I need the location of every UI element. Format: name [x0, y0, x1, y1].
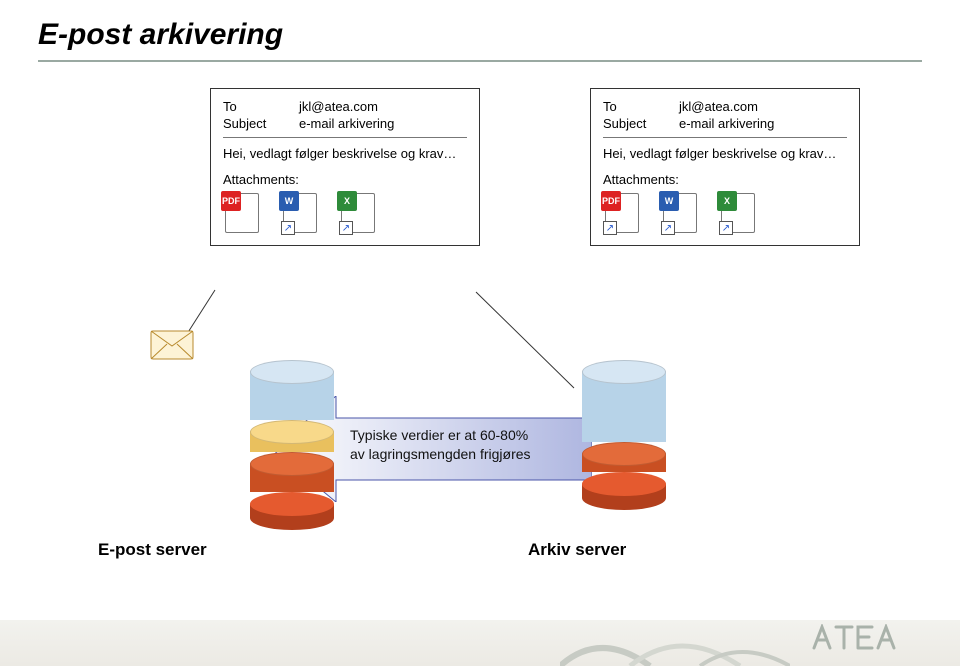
- server-cylinder-left: [250, 360, 334, 530]
- email-subject-label: Subject: [223, 116, 281, 131]
- email-to-label: To: [603, 99, 661, 114]
- attachments-label: Attachments:: [223, 172, 467, 187]
- email-to-value: jkl@atea.com: [679, 99, 758, 114]
- server-label-left: E-post server: [98, 540, 207, 560]
- word-icon: W↗: [281, 193, 321, 235]
- email-subject-value: e-mail arkivering: [299, 116, 394, 131]
- email-divider: [223, 137, 467, 138]
- pdf-icon: PDF: [223, 193, 263, 235]
- attachment-icons: PDF W↗ X↗: [223, 193, 467, 235]
- email-subject-value: e-mail arkivering: [679, 116, 774, 131]
- pdf-icon: PDF↗: [603, 193, 643, 235]
- server-label-right: Arkiv server: [528, 540, 626, 560]
- footer-decoration: [560, 620, 790, 666]
- email-subject-label: Subject: [603, 116, 661, 131]
- email-box-right: To jkl@atea.com Subject e-mail arkiverin…: [590, 88, 860, 246]
- logo: [812, 624, 922, 656]
- excel-icon: X↗: [339, 193, 379, 235]
- email-body: Hei, vedlagt følger beskrivelse og krav…: [603, 146, 847, 162]
- server-cylinder-right: [582, 360, 666, 510]
- email-to-label: To: [223, 99, 281, 114]
- email-body: Hei, vedlagt følger beskrivelse og krav…: [223, 146, 467, 162]
- arrow-text-line2: av lagringsmengden frigjøres: [350, 446, 531, 462]
- email-to-value: jkl@atea.com: [299, 99, 378, 114]
- word-icon: W↗: [661, 193, 701, 235]
- excel-icon: X↗: [719, 193, 759, 235]
- envelope-icon: [150, 330, 194, 360]
- email-box-left: To jkl@atea.com Subject e-mail arkiverin…: [210, 88, 480, 246]
- slide-root: E-post arkivering To jkl@atea.com Subjec…: [0, 0, 960, 666]
- arrow-text: Typiske verdier er at 60-80% av lagrings…: [350, 426, 531, 464]
- arrow-text-line1: Typiske verdier er at 60-80%: [350, 427, 528, 443]
- email-divider: [603, 137, 847, 138]
- attachments-label: Attachments:: [603, 172, 847, 187]
- attachment-icons: PDF↗ W↗ X↗: [603, 193, 847, 235]
